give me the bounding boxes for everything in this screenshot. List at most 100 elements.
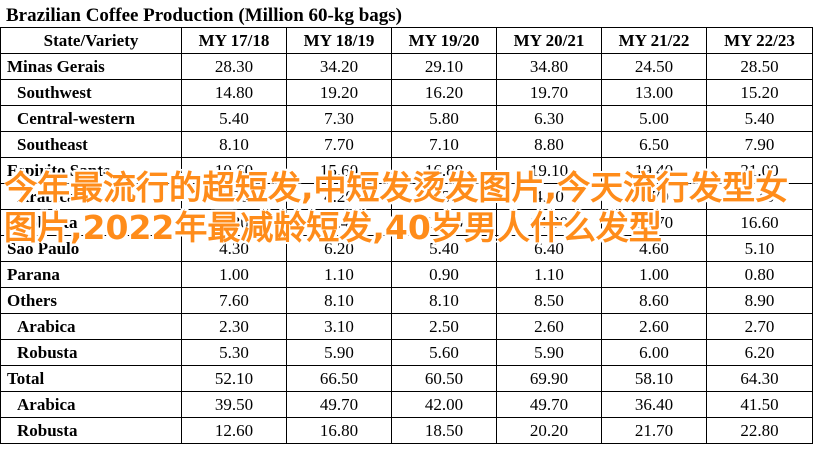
table-row: Southwest 14.80 19.20 16.20 19.70 13.00 15.20 [0, 79, 813, 106]
row-label: Robusta [0, 209, 182, 236]
table-row: Robusta 7.30 11.40 12.50 14.30 15.70 16.60 [0, 209, 813, 236]
row-value: 4.20 [286, 183, 392, 210]
row-value: 36.40 [601, 391, 707, 418]
row-value: 5.60 [391, 339, 497, 366]
header-year: MY 19/20 [391, 27, 497, 54]
row-value: 21.70 [601, 417, 707, 444]
row-value: 8.60 [601, 287, 707, 314]
row-value: 8.50 [496, 287, 602, 314]
row-value: 2.60 [496, 313, 602, 340]
row-value: 5.80 [391, 105, 497, 132]
row-value: 13.00 [601, 79, 707, 106]
row-value: 0.90 [391, 261, 497, 288]
row-value: 15.70 [601, 209, 707, 236]
row-value: 15.20 [706, 79, 813, 106]
row-value: 39.50 [181, 391, 287, 418]
header-row: State/Variety MY 17/18 MY 18/19 MY 19/20… [0, 27, 813, 54]
table-row: Arabica 3.30 4.20 4.30 4.80 3.70 4.40 [0, 183, 813, 210]
row-label: Espirito Santo [0, 157, 182, 184]
table-row: Others 7.60 8.10 8.10 8.50 8.60 8.90 [0, 287, 813, 314]
row-value: 8.10 [181, 131, 287, 158]
row-value: 7.30 [181, 209, 287, 236]
row-value: 3.70 [601, 183, 707, 210]
row-value: 4.80 [496, 183, 602, 210]
table-row: Sao Paulo 4.30 6.20 5.40 6.40 4.60 5.10 [0, 235, 813, 262]
row-value: 4.30 [181, 235, 287, 262]
row-label: Minas Gerais [0, 53, 182, 80]
row-value: 2.50 [391, 313, 497, 340]
row-value: 18.50 [391, 417, 497, 444]
row-value: 4.40 [706, 183, 813, 210]
row-value: 1.10 [496, 261, 602, 288]
row-value: 21.00 [706, 157, 813, 184]
row-value: 0.80 [706, 261, 813, 288]
row-label: Parana [0, 261, 182, 288]
table-row: Central-western 5.40 7.30 5.80 6.30 5.00 5.40 [0, 105, 813, 132]
row-value: 5.40 [181, 105, 287, 132]
row-value: 19.40 [601, 157, 707, 184]
row-value: 60.50 [391, 365, 497, 392]
row-value: 12.50 [391, 209, 497, 236]
row-value: 19.10 [496, 157, 602, 184]
row-value: 14.30 [496, 209, 602, 236]
row-value: 5.00 [601, 105, 707, 132]
row-value: 8.10 [286, 287, 392, 314]
row-label: Total [0, 365, 182, 392]
table-row: Total 52.10 66.50 60.50 69.90 58.10 64.30 [0, 365, 813, 392]
row-value: 11.40 [286, 209, 392, 236]
row-value: 19.20 [286, 79, 392, 106]
row-value: 6.40 [496, 235, 602, 262]
row-value: 5.30 [181, 339, 287, 366]
row-value: 29.10 [391, 53, 497, 80]
row-value: 1.00 [601, 261, 707, 288]
row-value: 49.70 [286, 391, 392, 418]
header-year: MY 18/19 [286, 27, 392, 54]
row-value: 3.30 [181, 183, 287, 210]
row-value: 8.80 [496, 131, 602, 158]
table-row: Minas Gerais 28.30 34.20 29.10 34.80 24.50 28.… [0, 53, 813, 80]
row-value: 10.60 [181, 157, 287, 184]
row-value: 8.90 [706, 287, 813, 314]
table-row: Arabica 39.50 49.70 42.00 49.70 36.40 41.50 [0, 391, 813, 418]
table-title: Brazilian Coffee Production (Million 60-… [6, 5, 402, 26]
row-value: 7.30 [286, 105, 392, 132]
row-value: 7.90 [706, 131, 813, 158]
table-row: Robusta 5.30 5.90 5.60 5.90 6.00 6.20 [0, 339, 813, 366]
row-value: 16.80 [391, 157, 497, 184]
row-value: 6.00 [601, 339, 707, 366]
row-value: 69.90 [496, 365, 602, 392]
row-value: 4.30 [391, 183, 497, 210]
table-row: Arabica 2.30 3.10 2.50 2.60 2.60 2.70 [0, 313, 813, 340]
row-value: 5.40 [391, 235, 497, 262]
row-value: 7.60 [181, 287, 287, 314]
row-value: 2.30 [181, 313, 287, 340]
row-value: 42.00 [391, 391, 497, 418]
row-label: Robusta [0, 339, 182, 366]
row-value: 16.60 [706, 209, 813, 236]
row-value: 66.50 [286, 365, 392, 392]
row-value: 5.90 [286, 339, 392, 366]
row-label: Southeast [0, 131, 182, 158]
row-value: 5.10 [706, 235, 813, 262]
table-body: Minas Gerais 28.30 34.20 29.10 34.80 24.50 28.… [0, 53, 813, 444]
row-value: 6.30 [496, 105, 602, 132]
table-row: Espirito Santo 10.60 15.60 16.80 19.10 19.40 2… [0, 157, 813, 184]
row-value: 19.70 [496, 79, 602, 106]
row-value: 5.40 [706, 105, 813, 132]
row-value: 58.10 [601, 365, 707, 392]
row-value: 22.80 [706, 417, 813, 444]
row-value: 6.50 [601, 131, 707, 158]
header-year: MY 21/22 [601, 27, 707, 54]
row-value: 7.70 [286, 131, 392, 158]
header-year: MY 17/18 [181, 27, 287, 54]
row-label: Robusta [0, 417, 182, 444]
row-value: 28.30 [181, 53, 287, 80]
row-value: 5.90 [496, 339, 602, 366]
row-label: Arabica [0, 313, 182, 340]
row-value: 24.50 [601, 53, 707, 80]
header-year: MY 22/23 [706, 27, 813, 54]
row-value: 41.50 [706, 391, 813, 418]
row-value: 2.60 [601, 313, 707, 340]
row-label: Sao Paulo [0, 235, 182, 262]
row-value: 28.50 [706, 53, 813, 80]
